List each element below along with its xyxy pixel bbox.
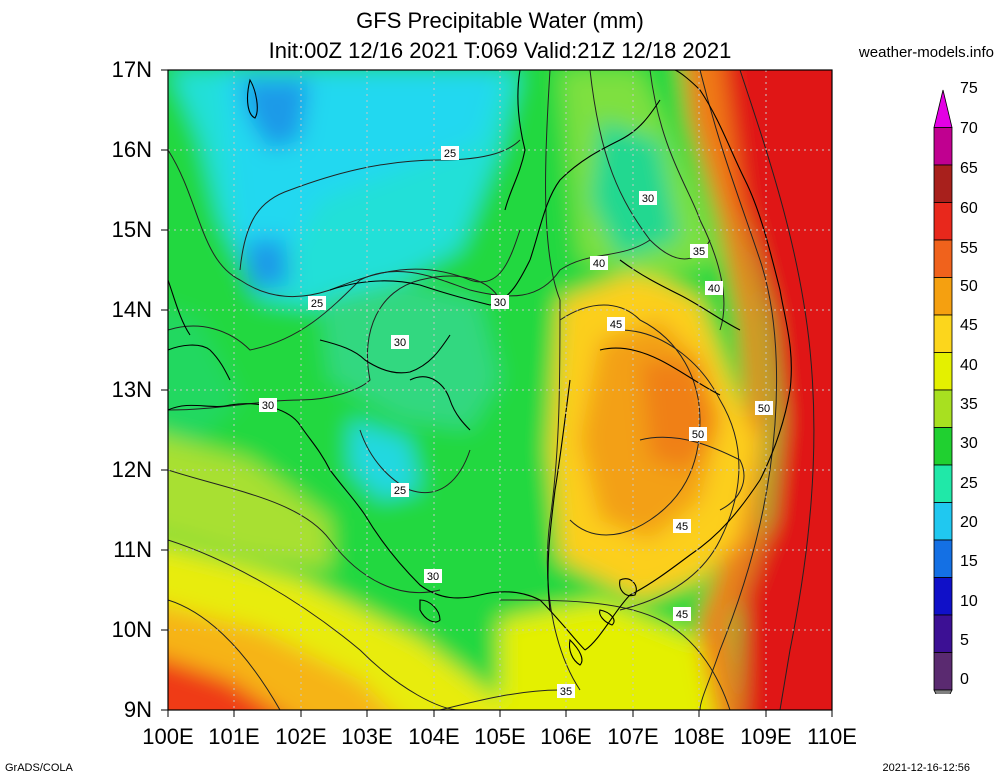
colorbar-label: 15 <box>960 553 978 570</box>
lon-label: 109E <box>740 724 792 749</box>
lat-label: 17N <box>111 57 152 82</box>
lon-label: 104E <box>408 724 460 749</box>
colorbar <box>933 89 953 694</box>
colorbar-segment <box>933 502 953 541</box>
footer-software: GrADS/COLA <box>5 762 73 774</box>
coastlines-borders <box>168 70 792 666</box>
colorbar-label: 25 <box>960 475 978 492</box>
lat-label: 14N <box>111 297 152 322</box>
colorbar-label: 35 <box>960 396 978 413</box>
colorbar-label: 40 <box>960 357 978 374</box>
colorbar-label: 50 <box>960 278 978 295</box>
contour-label: 40 <box>593 258 605 270</box>
axis-ticks <box>161 69 833 717</box>
lat-label: 9N <box>123 697 152 722</box>
lat-label: 10N <box>111 617 152 642</box>
source-credit: weather-models.info <box>858 44 994 61</box>
colorbar-segment <box>933 389 953 428</box>
lon-label: 105E <box>474 724 526 749</box>
contour-label: 40 <box>708 283 720 295</box>
contour-label: 30 <box>642 193 654 205</box>
colorbar-label: 55 <box>960 240 978 257</box>
colorbar-segment <box>933 689 953 694</box>
lon-label: 110E <box>807 724 857 749</box>
contour-label: 45 <box>676 609 688 621</box>
colorbar-label: 60 <box>960 200 978 217</box>
colorbar-segment <box>933 427 953 466</box>
lat-label: 11N <box>113 537 152 562</box>
colorbar-segment <box>933 464 953 503</box>
contour-label: 35 <box>560 686 572 698</box>
contour-label: 25 <box>444 148 456 160</box>
colorbar-label: 30 <box>960 435 978 452</box>
colorbar-label: 5 <box>960 632 969 649</box>
lat-label: 15N <box>111 217 152 242</box>
graticule <box>168 70 832 710</box>
contour-label: 50 <box>692 429 704 441</box>
colorbar-label: 0 <box>960 671 969 688</box>
colorbar-segment <box>933 164 953 203</box>
colorbar-segment <box>933 652 953 691</box>
colorbar-segment <box>933 577 953 616</box>
contour-label: 45 <box>676 521 688 533</box>
lon-label: 103E <box>341 724 393 749</box>
contour-label: 25 <box>394 485 406 497</box>
chart-subtitle: Init:00Z 12/16 2021 T:069 Valid:21Z 12/1… <box>268 38 732 63</box>
lat-label: 16N <box>111 137 152 162</box>
chart-title: GFS Precipitable Water (mm) <box>356 8 644 33</box>
colorbar-label: 20 <box>960 514 978 531</box>
lon-label: 101E <box>208 724 260 749</box>
contour-label: 50 <box>758 403 770 415</box>
contour-label: 45 <box>610 319 622 331</box>
contour-labels: 25 25 25 30 30 30 30 30 35 35 40 40 45 4… <box>259 146 773 698</box>
lon-label: 107E <box>607 724 659 749</box>
colorbar-segment <box>933 614 953 653</box>
colorbar-label: 10 <box>960 593 978 610</box>
colorbar-segment <box>933 352 953 391</box>
colorbar-segment <box>933 239 953 278</box>
lon-label: 108E <box>673 724 725 749</box>
contour-label: 30 <box>427 571 439 583</box>
colorbar-segment <box>933 127 953 166</box>
contour-label: 25 <box>311 298 323 310</box>
colorbar-label: 75 <box>960 80 978 97</box>
lat-label: 13N <box>111 377 152 402</box>
footer-timestamp: 2021-12-16-12:56 <box>882 762 970 774</box>
colorbar-segment <box>933 202 953 241</box>
colorbar-segment <box>933 277 953 316</box>
contour-label: 30 <box>262 400 274 412</box>
contour-label: 35 <box>693 246 705 258</box>
contour-label: 30 <box>394 337 406 349</box>
lon-label: 100E <box>142 724 194 749</box>
contour-label: 30 <box>494 297 506 309</box>
colorbar-segment <box>933 539 953 578</box>
lat-label: 12N <box>111 457 152 482</box>
lon-label: 102E <box>275 724 327 749</box>
colorbar-label: 65 <box>960 160 978 177</box>
colorbar-segment <box>933 314 953 353</box>
colorbar-label: 70 <box>960 120 978 137</box>
colorbar-segment <box>933 89 953 128</box>
colorbar-label: 45 <box>960 317 978 334</box>
lon-label: 106E <box>540 724 592 749</box>
